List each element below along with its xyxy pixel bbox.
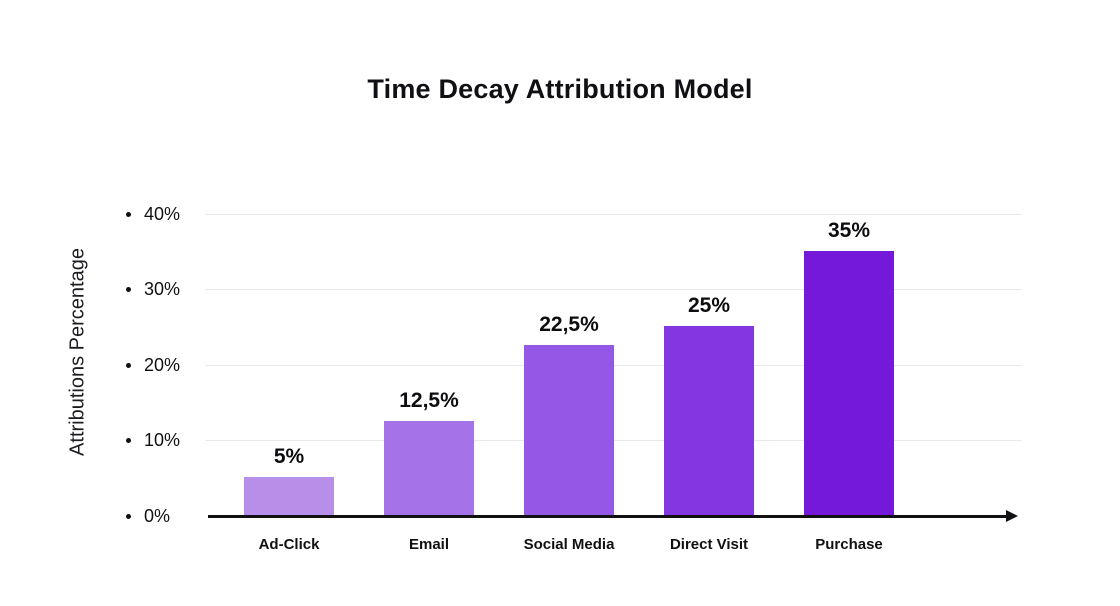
x-axis-label: Social Media	[523, 536, 615, 553]
y-tick: 20%	[126, 354, 180, 376]
y-tick-label: 0%	[144, 505, 171, 526]
x-axis-line	[208, 515, 1008, 518]
y-tick-label: 10%	[144, 430, 181, 450]
x-axis-label: Ad-Click	[258, 536, 320, 553]
y-tick-dot-icon	[126, 287, 131, 292]
x-axis-label: Direct Visit	[669, 536, 749, 553]
chart-title: Time Decay Attribution Model	[367, 74, 753, 104]
bar-value-label: 5%	[273, 445, 305, 469]
y-tick: 30%	[126, 279, 180, 301]
x-axis-arrow-icon	[1006, 509, 1018, 522]
y-tick-dot-icon	[126, 362, 131, 368]
x-axis-label: Email	[408, 536, 450, 553]
x-axis-label: Purchase	[815, 536, 883, 553]
y-axis-title: Attributions Percentage	[66, 248, 89, 456]
gridline	[205, 289, 1022, 290]
y-tick-label: 40%	[144, 203, 181, 224]
bar-value-label: 12,5%	[399, 388, 459, 412]
y-tick-label: 30%	[144, 279, 181, 299]
bar-value-label: 25%	[687, 294, 731, 318]
bar-value-label: 22,5%	[539, 313, 599, 337]
plot-area: 0% 10% 20% 30% 40% 5% Ad-Click 12,5% Email 22,5% S…	[126, 204, 1022, 553]
y-tick: 10%	[126, 430, 180, 452]
bar-email	[384, 420, 474, 515]
y-tick-dot-icon	[126, 513, 131, 519]
bar-direct-visit	[664, 326, 754, 515]
bar-ad-click	[244, 477, 334, 515]
gridline	[205, 213, 1022, 215]
bar-purchase	[804, 250, 894, 515]
y-tick: 0%	[126, 505, 170, 527]
y-tick-dot-icon	[126, 438, 131, 443]
y-tick-label: 20%	[144, 354, 181, 375]
y-tick-dot-icon	[126, 211, 131, 217]
y-tick: 40%	[126, 203, 180, 225]
bar-social-media	[524, 345, 614, 515]
bar-value-label: 35%	[827, 218, 871, 242]
